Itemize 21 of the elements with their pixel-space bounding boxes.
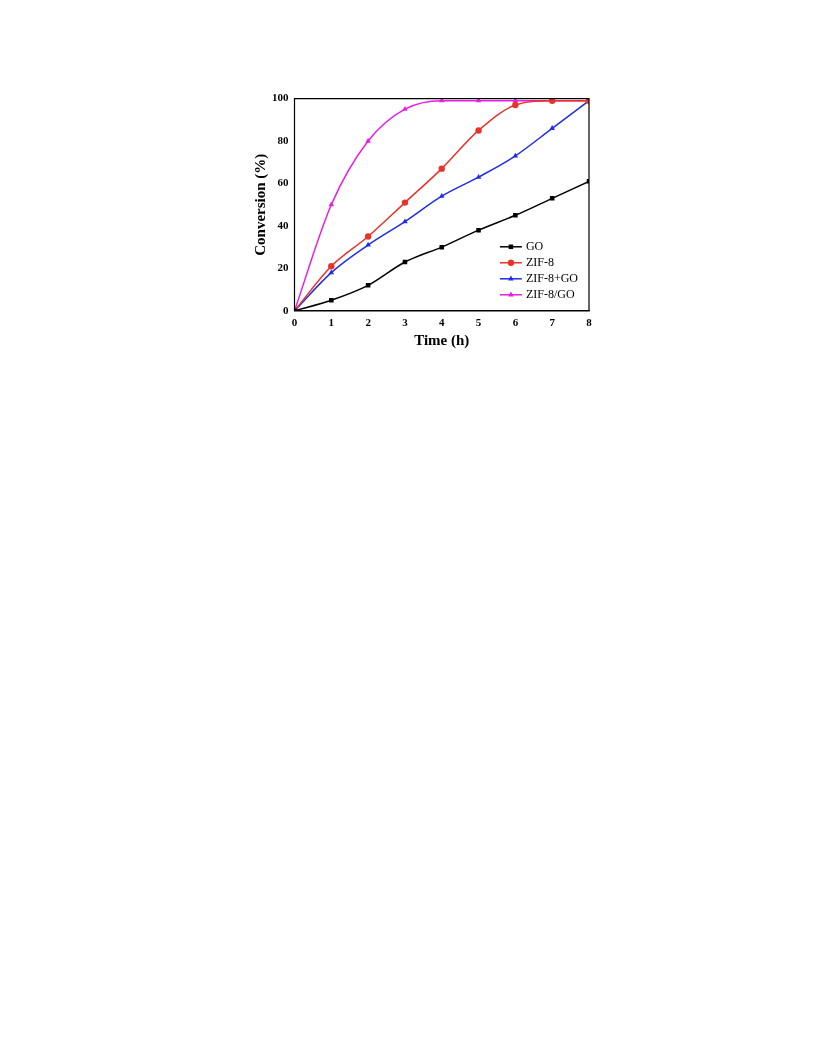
x-axis-title: Time (h)	[414, 331, 470, 349]
x-tick-label: 8	[586, 316, 593, 329]
y-axis-title: Conversion (%)	[251, 153, 269, 256]
x-tick-label: 7	[549, 316, 556, 329]
x-tick-label: 1	[328, 316, 335, 329]
y-tick-label: 40	[277, 218, 289, 231]
legend-label: GO	[525, 238, 544, 253]
x-tick-label: 4	[439, 316, 445, 329]
y-tick-label: 60	[277, 176, 289, 189]
x-tick-label: 0	[291, 316, 298, 329]
legend-label: ZIF-8	[525, 254, 554, 269]
x-tick-label: 6	[512, 316, 519, 329]
x-tick-label: 3	[402, 316, 409, 329]
x-tick-label: 2	[365, 316, 372, 329]
y-tick-label: 100	[272, 91, 289, 104]
y-tick-label: 20	[277, 261, 289, 274]
x-tick-label: 5	[475, 316, 482, 329]
y-tick-label: 80	[277, 133, 289, 146]
legend-label: ZIF-8+GO	[525, 270, 579, 285]
y-tick-label: 0	[283, 303, 289, 316]
legend-label: ZIF-8/GO	[525, 286, 575, 301]
